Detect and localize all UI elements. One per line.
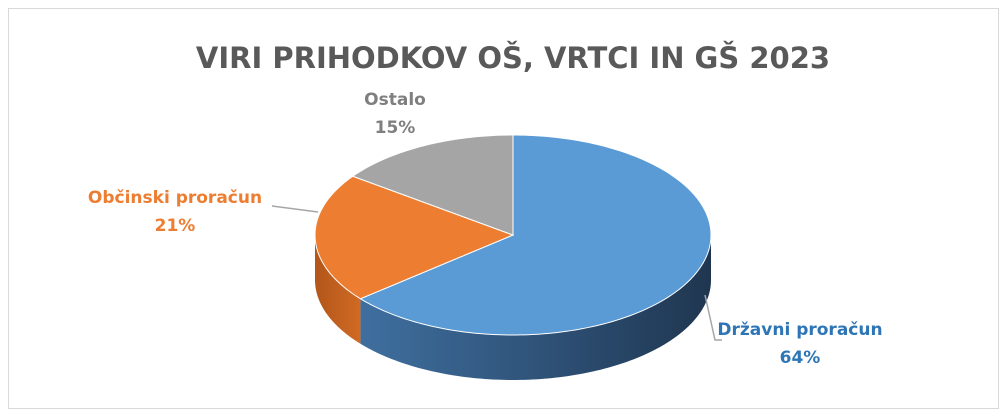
slice [314,175,515,300]
slice [351,134,514,236]
data-label-name: Ostalo [364,90,426,110]
leader-line [271,205,319,213]
slice [359,134,712,336]
leader-line [704,294,722,341]
data-label-value: 64% [780,348,821,368]
chart-title: VIRI PRIHODKOV OŠ, VRTCI IN GŠ 2023 [196,41,830,75]
data-label-name: Državni proračun [717,320,882,340]
slice-side [360,235,711,380]
data-label-value: 21% [155,216,196,236]
data-label-name: Občinski proračun [88,188,262,208]
slice-side [315,235,361,344]
data-label-value: 15% [375,118,416,138]
